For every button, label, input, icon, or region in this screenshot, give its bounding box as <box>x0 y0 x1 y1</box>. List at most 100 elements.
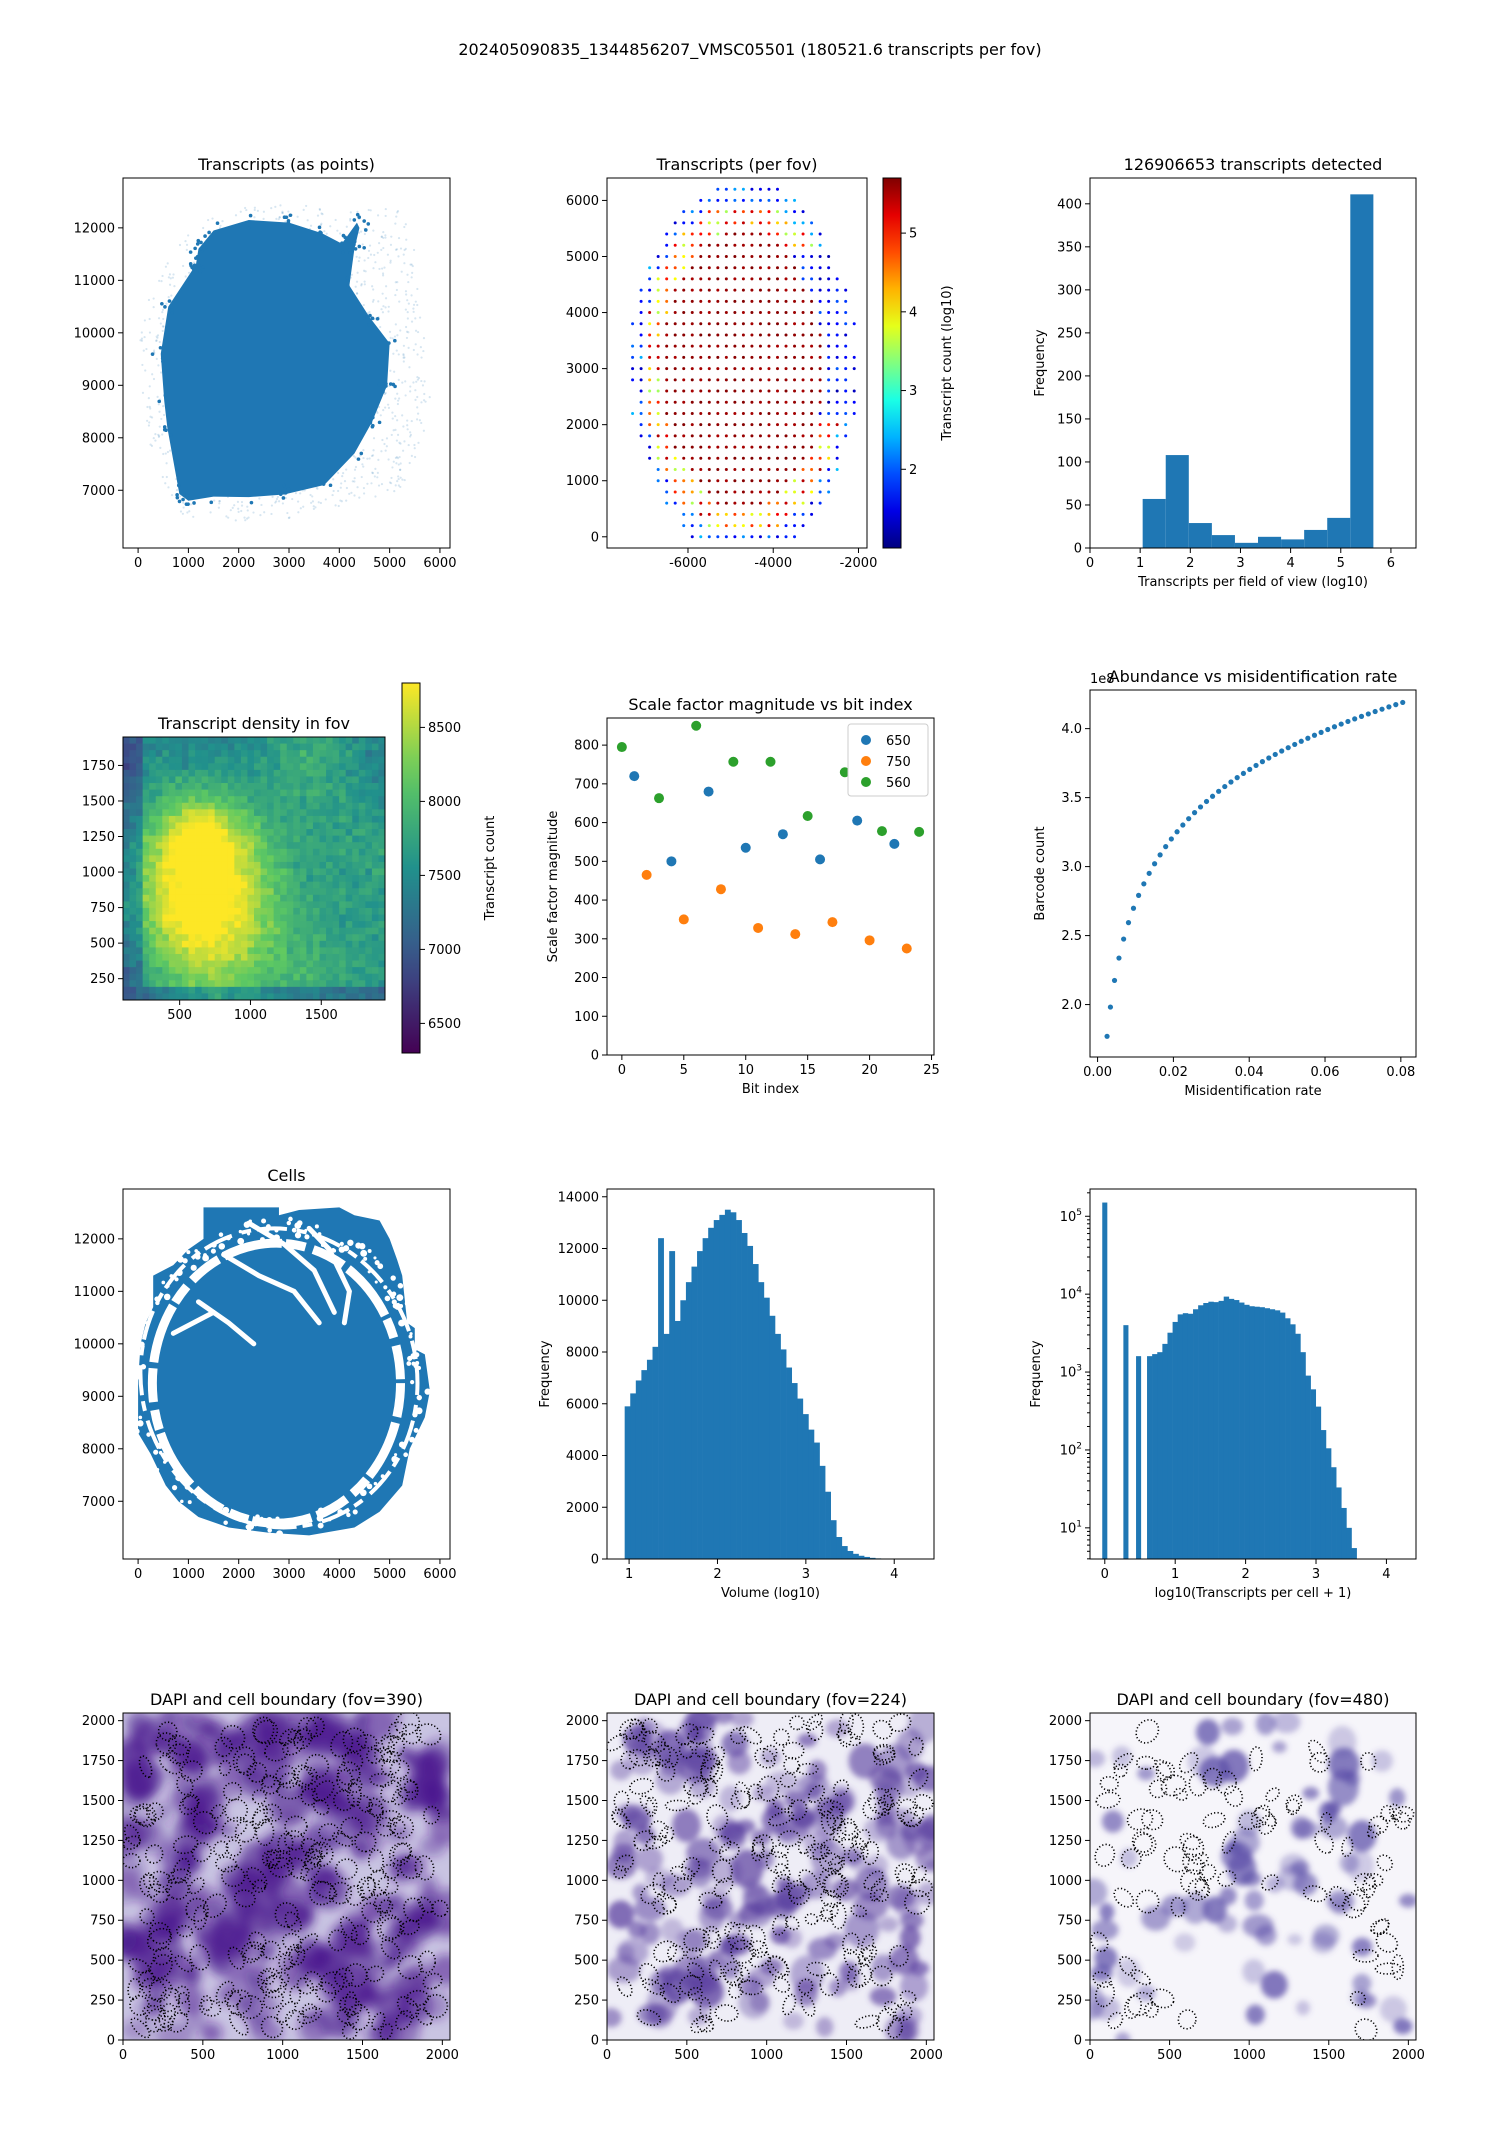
tissue-gap <box>147 1238 406 1528</box>
fov-point <box>639 299 643 303</box>
density-cell <box>378 756 385 764</box>
transcript-point <box>370 316 375 321</box>
abundance-point <box>1345 718 1351 725</box>
density-cell <box>201 993 209 1000</box>
density-cell <box>142 894 150 902</box>
fov-point <box>699 344 703 348</box>
cell-boundary <box>304 1970 324 1991</box>
fov-point <box>733 456 737 460</box>
fov-point <box>707 299 711 303</box>
tissue-gap-dot <box>346 1512 351 1518</box>
cell-boundary <box>847 1962 872 1989</box>
cell-boundary <box>330 1730 354 1758</box>
x-tick-label: 3 <box>802 1567 810 1582</box>
fov-point <box>801 288 805 292</box>
density-cell <box>326 809 333 817</box>
cell-boundary <box>862 1840 880 1866</box>
fov-point <box>665 288 669 292</box>
density-cell <box>129 973 137 981</box>
axes-frame <box>606 177 868 549</box>
density-cell <box>254 815 261 823</box>
density-cell <box>175 809 183 817</box>
density-cell <box>234 934 242 942</box>
density-cell <box>260 815 268 823</box>
cell-boundary <box>896 1867 914 1890</box>
cell-boundary <box>1341 1836 1354 1858</box>
transcript-point <box>247 516 250 519</box>
tissue-gap-dot <box>197 1491 204 1497</box>
density-cell <box>208 980 216 988</box>
cell-boundary <box>1254 1807 1278 1827</box>
fov-point <box>784 266 788 270</box>
dapi-nucleus <box>1099 1903 1115 1921</box>
density-cell <box>221 953 229 961</box>
density-cell <box>254 907 261 915</box>
density-cell <box>181 967 189 975</box>
density-cell <box>208 993 216 1000</box>
transcript-point <box>413 455 417 459</box>
tissue-gap-dot <box>407 1355 413 1362</box>
fov-point <box>682 232 686 236</box>
transcript-point <box>382 385 387 390</box>
cell-boundary <box>318 1823 340 1841</box>
dapi-nucleus <box>875 1815 897 1838</box>
dapi-nucleus <box>215 1822 237 1838</box>
density-cell <box>149 842 157 850</box>
transcript-point <box>398 441 401 444</box>
density-cell <box>123 973 130 981</box>
cell-boundary <box>804 1913 819 1926</box>
fov-point <box>656 423 660 427</box>
transcript-point <box>417 377 421 380</box>
density-cell <box>306 796 314 804</box>
density-cell <box>267 967 275 975</box>
transcript-point <box>382 246 385 250</box>
density-cell <box>175 802 183 810</box>
cell-boundary <box>887 2019 904 2039</box>
transcript-point <box>278 216 281 219</box>
cell-boundary <box>1135 1755 1157 1770</box>
transcript-point <box>410 276 413 279</box>
fov-point <box>818 389 822 393</box>
density-cell <box>267 829 275 837</box>
fov-point <box>724 254 728 258</box>
colorbar-label: Transcript count (log10) <box>940 285 955 441</box>
transcript-point <box>407 280 410 284</box>
y-tick-label: 1250 <box>566 1834 599 1849</box>
cell-boundary <box>159 1754 182 1775</box>
transcript-point <box>405 336 409 340</box>
abundance-point <box>1141 881 1147 887</box>
transcript-point <box>157 399 162 404</box>
density-cell <box>365 901 373 909</box>
fov-point <box>767 535 771 539</box>
fov-point <box>818 490 822 494</box>
transcript-point <box>361 243 364 246</box>
transcript-point <box>310 501 313 504</box>
fov-point <box>699 535 703 539</box>
dapi-nucleus <box>1255 1713 1276 1736</box>
cell-boundary <box>357 1876 377 1899</box>
histogram-bar <box>1228 1298 1235 1559</box>
transcript-point <box>227 516 230 519</box>
fov-point <box>784 367 788 371</box>
density-cell <box>149 737 157 744</box>
cell-boundary <box>182 1794 200 1811</box>
density-cell <box>358 953 366 961</box>
fov-point <box>818 277 822 281</box>
density-cell <box>378 868 385 876</box>
density-cell <box>201 947 209 955</box>
density-cell <box>280 888 288 896</box>
y-tick-label: 1000 <box>566 474 599 489</box>
cell-boundary <box>392 1842 413 1862</box>
x-tick-label: 4 <box>890 1567 898 1582</box>
density-cell <box>234 947 242 955</box>
density-cell <box>142 868 150 876</box>
transcript-point <box>253 216 256 219</box>
transcript-point <box>406 419 409 422</box>
cell-boundary <box>690 2014 713 2034</box>
abundance-point <box>1180 822 1186 828</box>
fov-point <box>656 378 660 382</box>
density-cell <box>123 737 130 744</box>
density-cell <box>221 835 229 843</box>
density-cell <box>365 796 373 804</box>
y-tick-label: 12000 <box>558 1242 599 1257</box>
